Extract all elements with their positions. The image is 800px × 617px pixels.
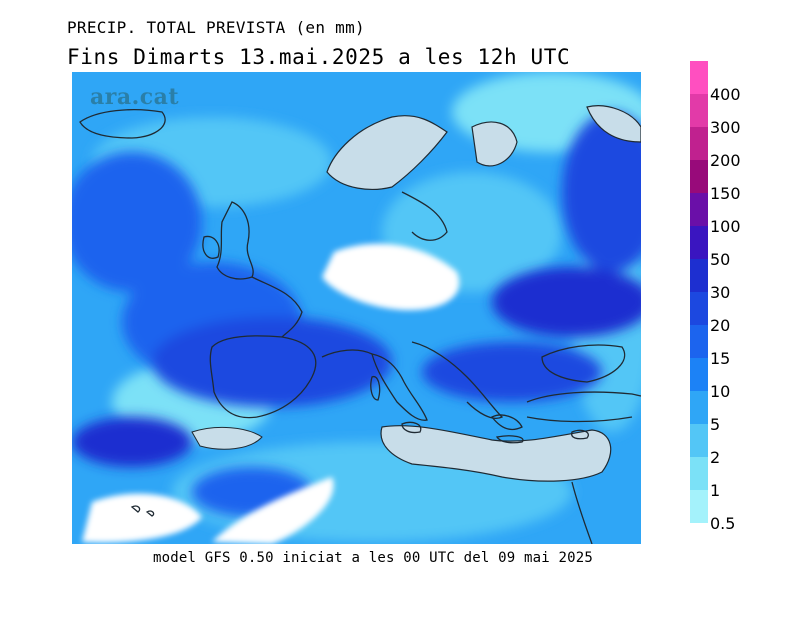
legend-label-15: 15 [710, 349, 731, 368]
legend-swatch-2 [690, 424, 708, 457]
legend-swatch-300 [690, 94, 708, 127]
legend-label-400: 400 [710, 85, 741, 104]
legend-label-50: 50 [710, 250, 731, 269]
legend-label-10: 10 [710, 382, 731, 401]
legend-swatch-150 [690, 160, 708, 193]
legend-label-5: 5 [710, 415, 721, 434]
legend-swatch-30 [690, 259, 708, 292]
ara-cat-logo: ara.cat [90, 84, 180, 110]
legend-swatch-10 [690, 358, 708, 391]
legend-label-1: 1 [710, 481, 721, 500]
legend-label-30: 30 [710, 283, 731, 302]
precip-legend [690, 61, 708, 523]
legend-swatch-0-5 [690, 490, 708, 523]
legend-label-20: 20 [710, 316, 731, 335]
legend-label-0-5: 0.5 [710, 514, 736, 533]
dry-areas [82, 243, 460, 544]
legend-swatch-100 [690, 193, 708, 226]
model-info: model GFS 0.50 iniciat a les 00 UTC del … [153, 550, 594, 566]
legend-label-100: 100 [710, 217, 741, 236]
legend-label-2: 2 [710, 448, 721, 467]
legend-swatch-400 [690, 61, 708, 94]
legend-swatch-1 [690, 457, 708, 490]
legend-swatch-200 [690, 127, 708, 160]
legend-label-300: 300 [710, 118, 741, 137]
legend-label-150: 150 [710, 184, 741, 203]
map-subtitle: Fins Dimarts 13.mai.2025 a les 12h UTC [67, 45, 571, 69]
legend-swatch-20 [690, 292, 708, 325]
precipitation-field [72, 72, 641, 544]
coastlines [79, 109, 641, 544]
precipitation-map: ara.cat [72, 72, 641, 544]
legend-swatch-5 [690, 391, 708, 424]
legend-label-200: 200 [710, 151, 741, 170]
legend-swatch-50 [690, 226, 708, 259]
land-areas [191, 105, 641, 482]
legend-swatch-15 [690, 325, 708, 358]
map-title: PRECIP. TOTAL PREVISTA (en mm) [67, 18, 365, 37]
